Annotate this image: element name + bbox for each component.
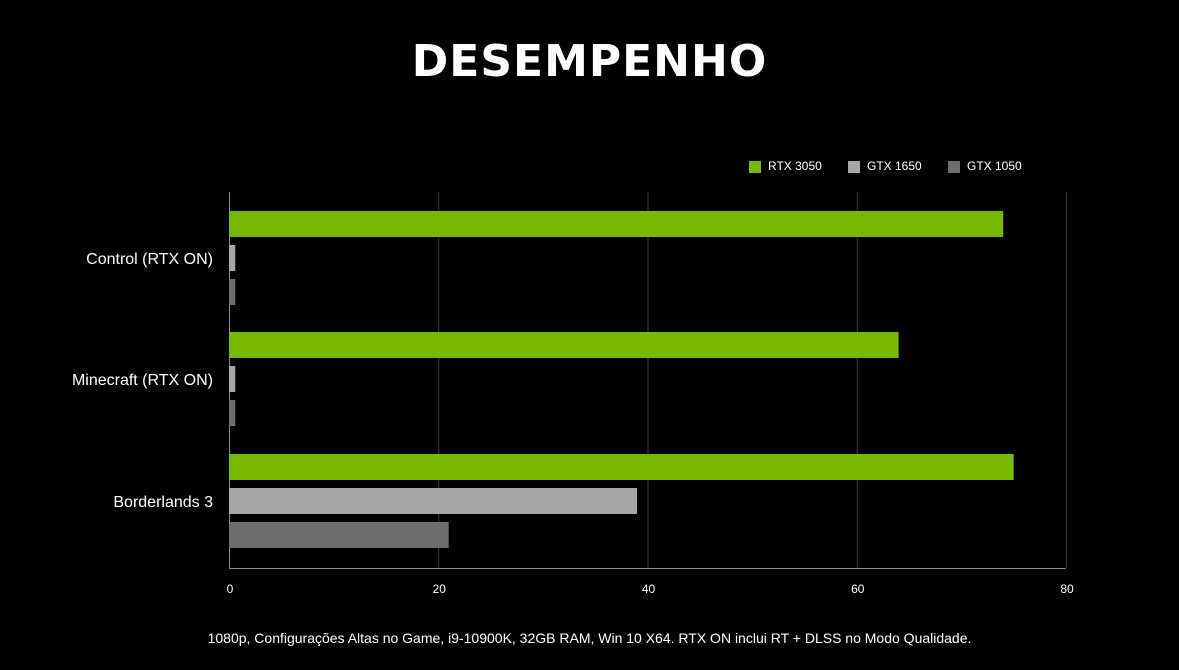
bars — [229, 211, 1014, 548]
bar — [229, 245, 236, 271]
bar — [229, 332, 899, 358]
chart-title: DESEMPENHO — [411, 36, 768, 87]
bar — [229, 454, 1014, 480]
category-label: Control (RTX ON) — [86, 251, 213, 268]
x-tick-label: 80 — [1060, 582, 1074, 596]
x-tick-labels: 0 20 40 60 80 — [227, 582, 1074, 596]
x-tick-label: 20 — [433, 582, 447, 596]
bar — [229, 366, 236, 392]
bar — [229, 400, 236, 426]
legend-swatch — [948, 161, 960, 173]
bar — [229, 279, 236, 305]
category-label: Minecraft (RTX ON) — [72, 372, 213, 389]
x-tick-label: 40 — [642, 582, 656, 596]
bar — [229, 522, 449, 548]
footnote: 1080p, Configurações Altas no Game, i9-1… — [207, 630, 972, 646]
legend: RTX 3050 GTX 1650 GTX 1050 — [749, 159, 1022, 173]
bar — [229, 211, 1004, 237]
bar — [229, 488, 638, 514]
legend-label: RTX 3050 — [768, 159, 822, 173]
x-tick-label: 60 — [851, 582, 865, 596]
legend-label: GTX 1050 — [967, 159, 1022, 173]
x-tick-label: 0 — [227, 582, 234, 596]
category-label: Borderlands 3 — [113, 494, 213, 511]
legend-swatch — [749, 161, 761, 173]
category-labels: Control (RTX ON) Minecraft (RTX ON) Border… — [72, 251, 213, 511]
legend-label: GTX 1650 — [867, 159, 922, 173]
legend-swatch — [848, 161, 860, 173]
